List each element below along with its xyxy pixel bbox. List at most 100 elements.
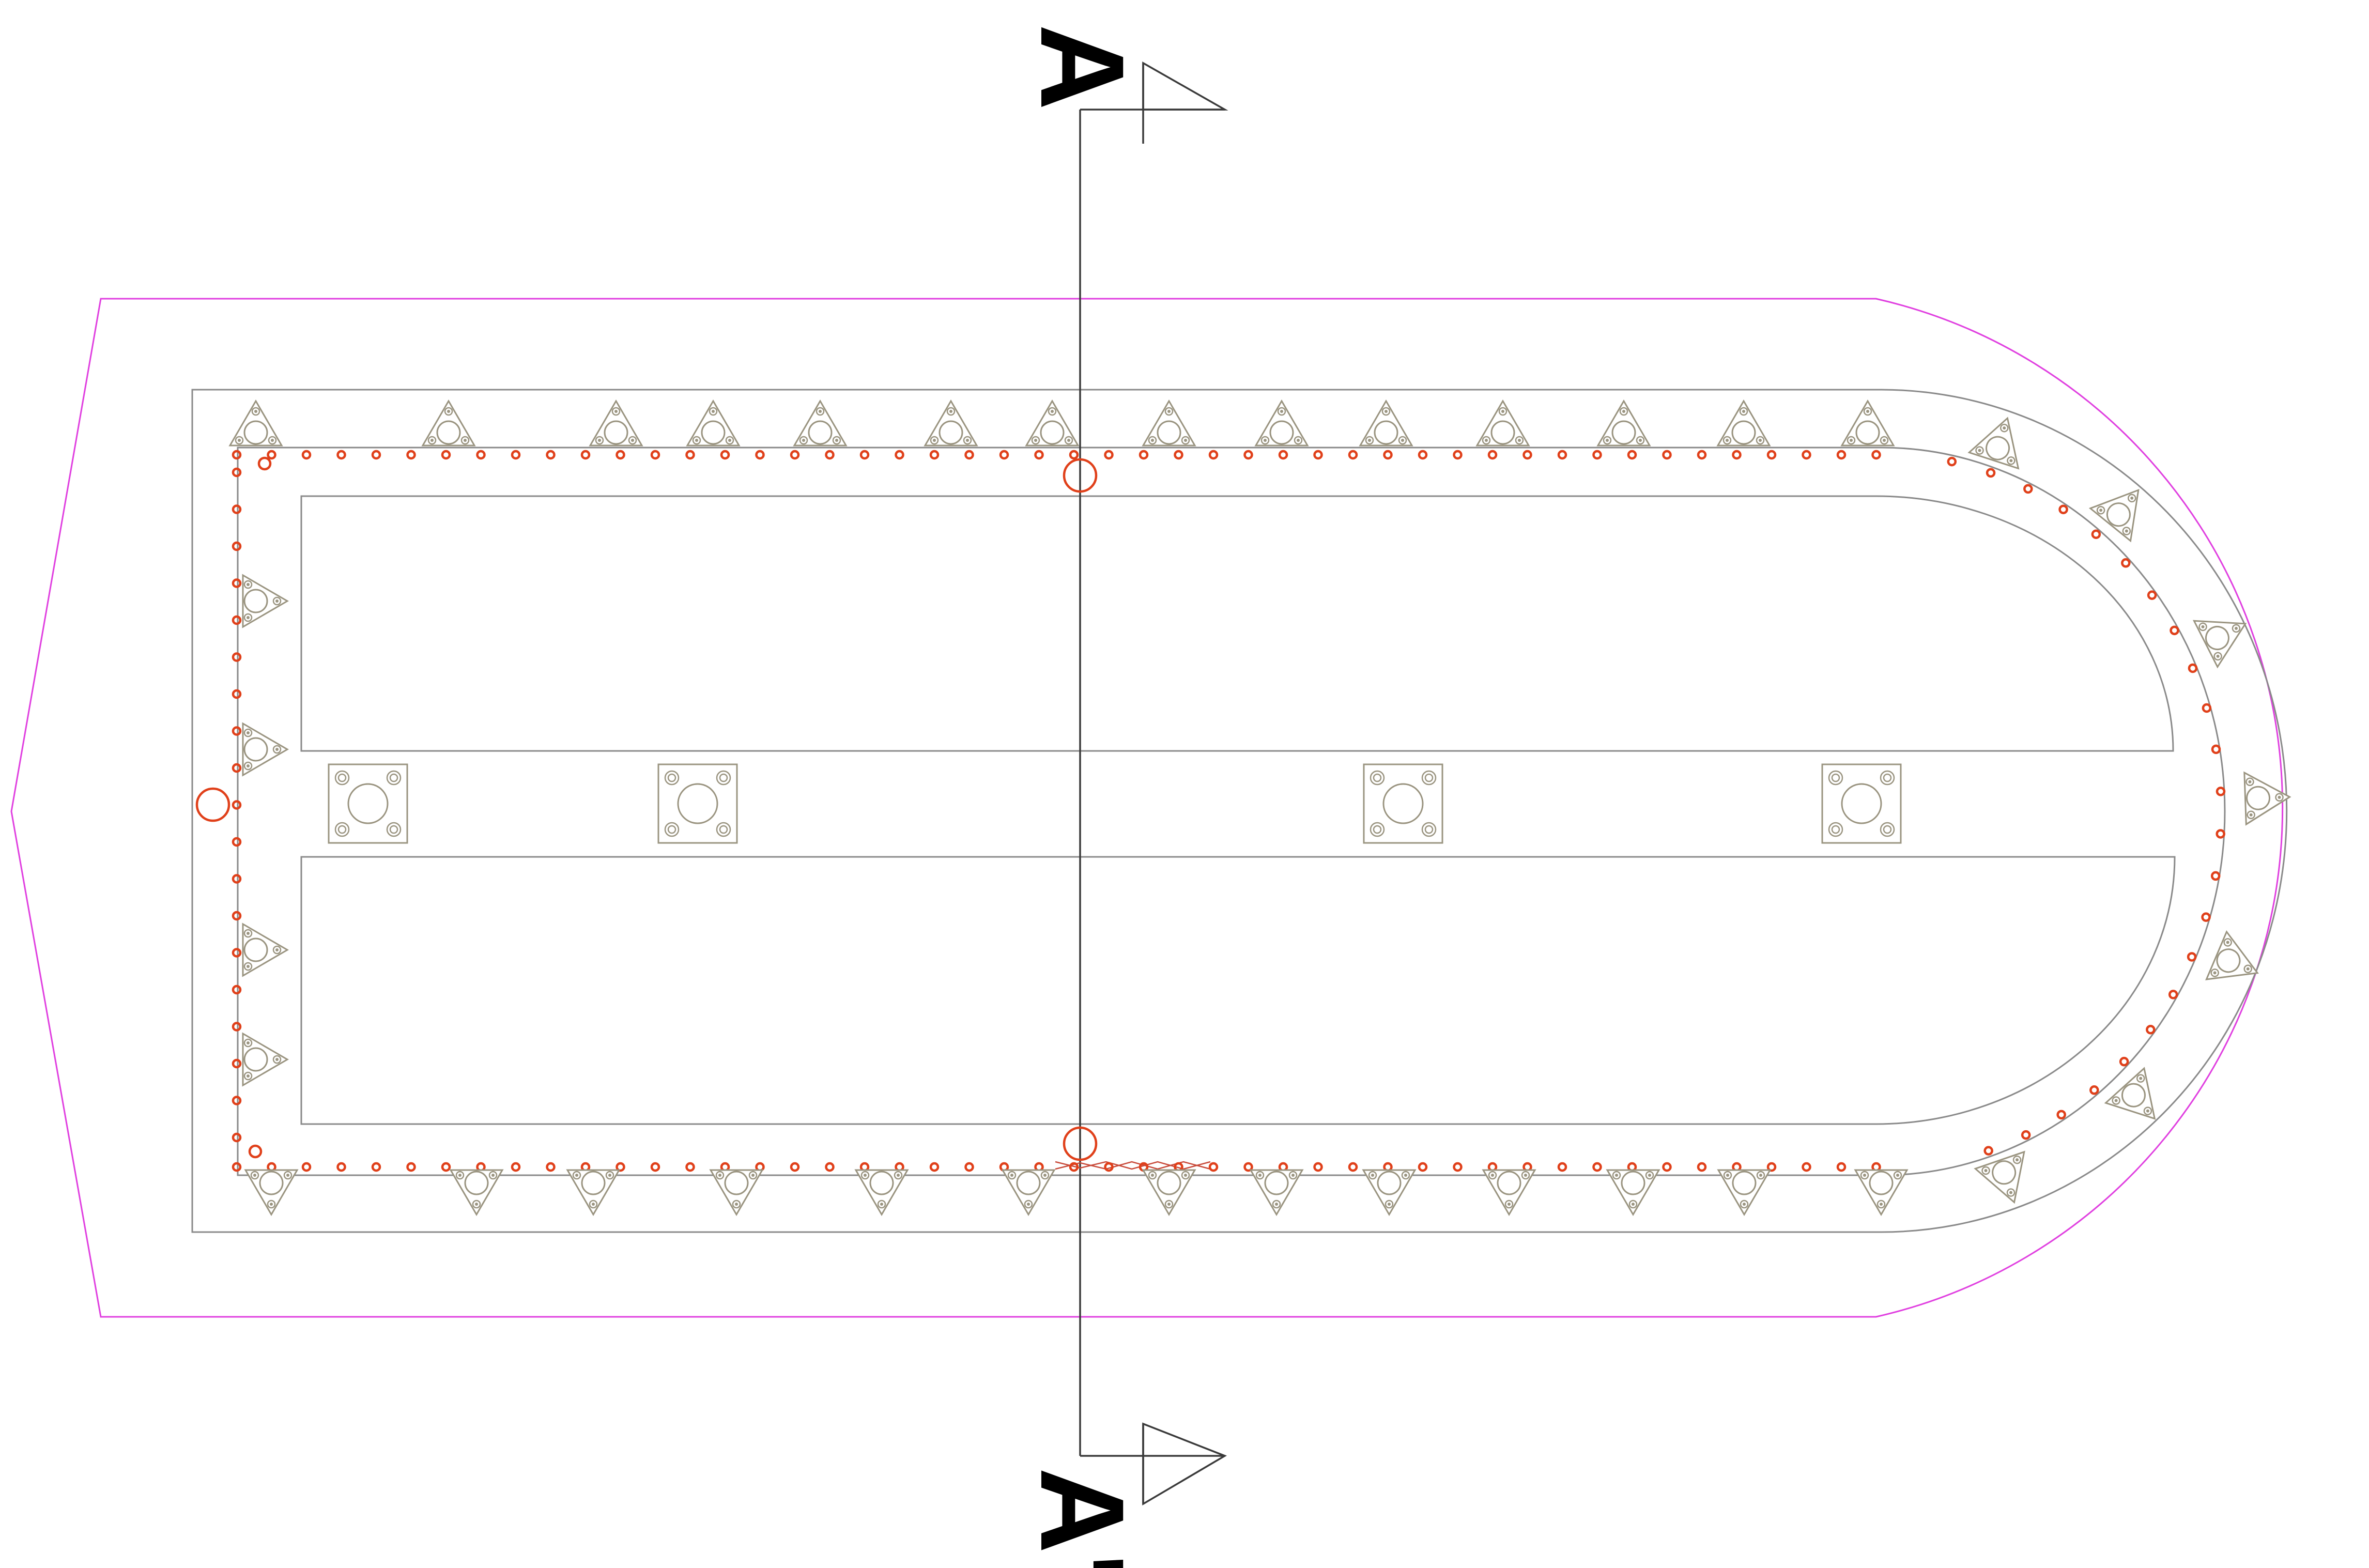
anchor-hole-icon [1557,1162,1567,1172]
anchor-hole-icon [2089,1085,2099,1095]
square-base-group [328,763,1902,844]
anchor-hole-icon [1522,450,1532,460]
triangle-bracket-icon [242,722,289,777]
triangle-bracket-icon [1974,1150,2025,1204]
triangle-bracket-icon [1475,399,1530,447]
anchor-hole-icon [232,911,242,921]
triangle-bracket-icon [228,399,283,447]
anchor-hole-icon [232,541,242,551]
anchor-hole-icon [232,1132,242,1143]
anchor-hole-icon [371,1162,381,1172]
svg-text:A': A' [1016,1468,1149,1568]
anchor-hole-icon [1383,450,1393,460]
anchor-hole-icon [790,450,800,460]
anchor-hole-icon [232,726,242,736]
anchor-hole-icon [2119,1056,2129,1067]
anchor-hole-icon [232,689,242,699]
triangle-bracket-icon [589,399,643,447]
triangle-bracket-icon [2088,488,2140,543]
anchor-hole-icon [2202,703,2212,713]
triangle-bracket-icon [854,1169,909,1216]
section-label-start: A [1016,24,1149,110]
anchor-hole-icon [301,1162,312,1172]
anchor-hole-icon [1592,450,1602,460]
anchor-hole-icon [336,450,346,460]
anchor-hole-icon [2211,744,2221,755]
anchor-hole-icon [232,1162,242,1172]
anchor-hole-group [232,450,2226,1172]
upper-chamber [300,495,2174,752]
triangle-bracket-icon [1249,1169,1304,1216]
anchor-hole-icon [441,1162,451,1172]
anchor-hole-icon [2188,663,2198,673]
anchor-hole-icon [1697,1162,1707,1172]
anchor-hole-icon [1836,450,1847,460]
triangle-bracket-icon [1254,399,1309,447]
anchor-hole-icon [232,467,242,478]
anchor-hole-icon [685,1162,695,1172]
triangle-bracket-icon [1359,399,1413,447]
anchor-hole-icon [232,1022,242,1032]
anchor-hole-icon [1487,450,1498,460]
anchor-hole-icon [232,578,242,588]
pipe-penetration-bottom [1063,1126,1098,1161]
triangle-bracket-icon [2192,620,2247,669]
anchor-hole-icon [1243,1162,1253,1172]
triangle-bracket-icon [242,574,289,628]
anchor-hole-icon [2021,1130,2031,1140]
anchor-hole-icon [2091,529,2101,539]
square-base-icon [1821,763,1902,844]
anchor-hole-icon [1453,450,1463,460]
anchor-hole-icon [301,450,312,460]
anchor-hole-icon [2201,912,2211,922]
anchor-hole-icon [511,450,521,460]
site-boundary [10,298,2284,1318]
anchor-hole-icon [1313,1162,1323,1172]
anchor-hole-icon [257,456,272,471]
anchor-hole-icon [476,450,486,460]
pipe-run-detail [1055,1161,1211,1170]
triangle-bracket-icon [449,1169,504,1216]
anchor-hole-icon [1348,450,1358,460]
anchor-hole-icon [1766,450,1777,460]
section-label-end: A' [1016,1468,1149,1568]
anchor-hole-icon [2147,590,2157,600]
anchor-hole-icon [546,1162,556,1172]
triangle-bracket-icon [1025,399,1080,447]
anchor-hole-icon [1557,450,1567,460]
triangle-bracket-icon [709,1169,764,1216]
anchor-hole-icon [406,450,416,460]
triangle-bracket-icon [242,1032,289,1087]
anchor-hole-icon [616,1162,625,1172]
anchor-hole-icon [232,1096,242,1105]
anchor-hole-icon [1592,1162,1602,1172]
anchor-hole-icon [1208,1162,1219,1172]
anchor-hole-icon [371,450,381,460]
triangle-bracket-icon [242,923,289,977]
triangle-bracket-icon [1362,1169,1417,1216]
anchor-hole-icon [1986,468,1996,478]
anchor-hole-icon [616,450,625,460]
anchor-hole-icon [1243,450,1253,460]
triangle-bracket-icon [686,399,741,447]
anchor-hole-icon [580,450,591,460]
anchor-hole-icon [1174,450,1183,460]
anchor-hole-icon [232,1058,242,1069]
anchor-hole-icon [336,1162,346,1172]
triangle-bracket-icon [1840,399,1895,447]
anchor-hole-icon [232,450,242,460]
anchor-hole-icon [2170,625,2179,636]
triangle-bracket-icon [793,399,848,447]
anchor-hole-icon [511,1162,521,1172]
bracket-group [228,399,2291,1216]
lower-chamber [300,856,2176,1125]
anchor-hole-icon [2168,990,2178,1000]
anchor-hole-icon [790,1162,800,1172]
square-base-icon [328,763,408,844]
triangle-bracket-icon [2205,930,2259,980]
anchor-hole-icon [825,1162,835,1172]
triangle-bracket-icon [924,399,978,447]
triangle-bracket-icon [1142,1169,1196,1216]
triangle-bracket-icon [1001,1169,1056,1216]
anchor-hole-icon [720,450,730,460]
